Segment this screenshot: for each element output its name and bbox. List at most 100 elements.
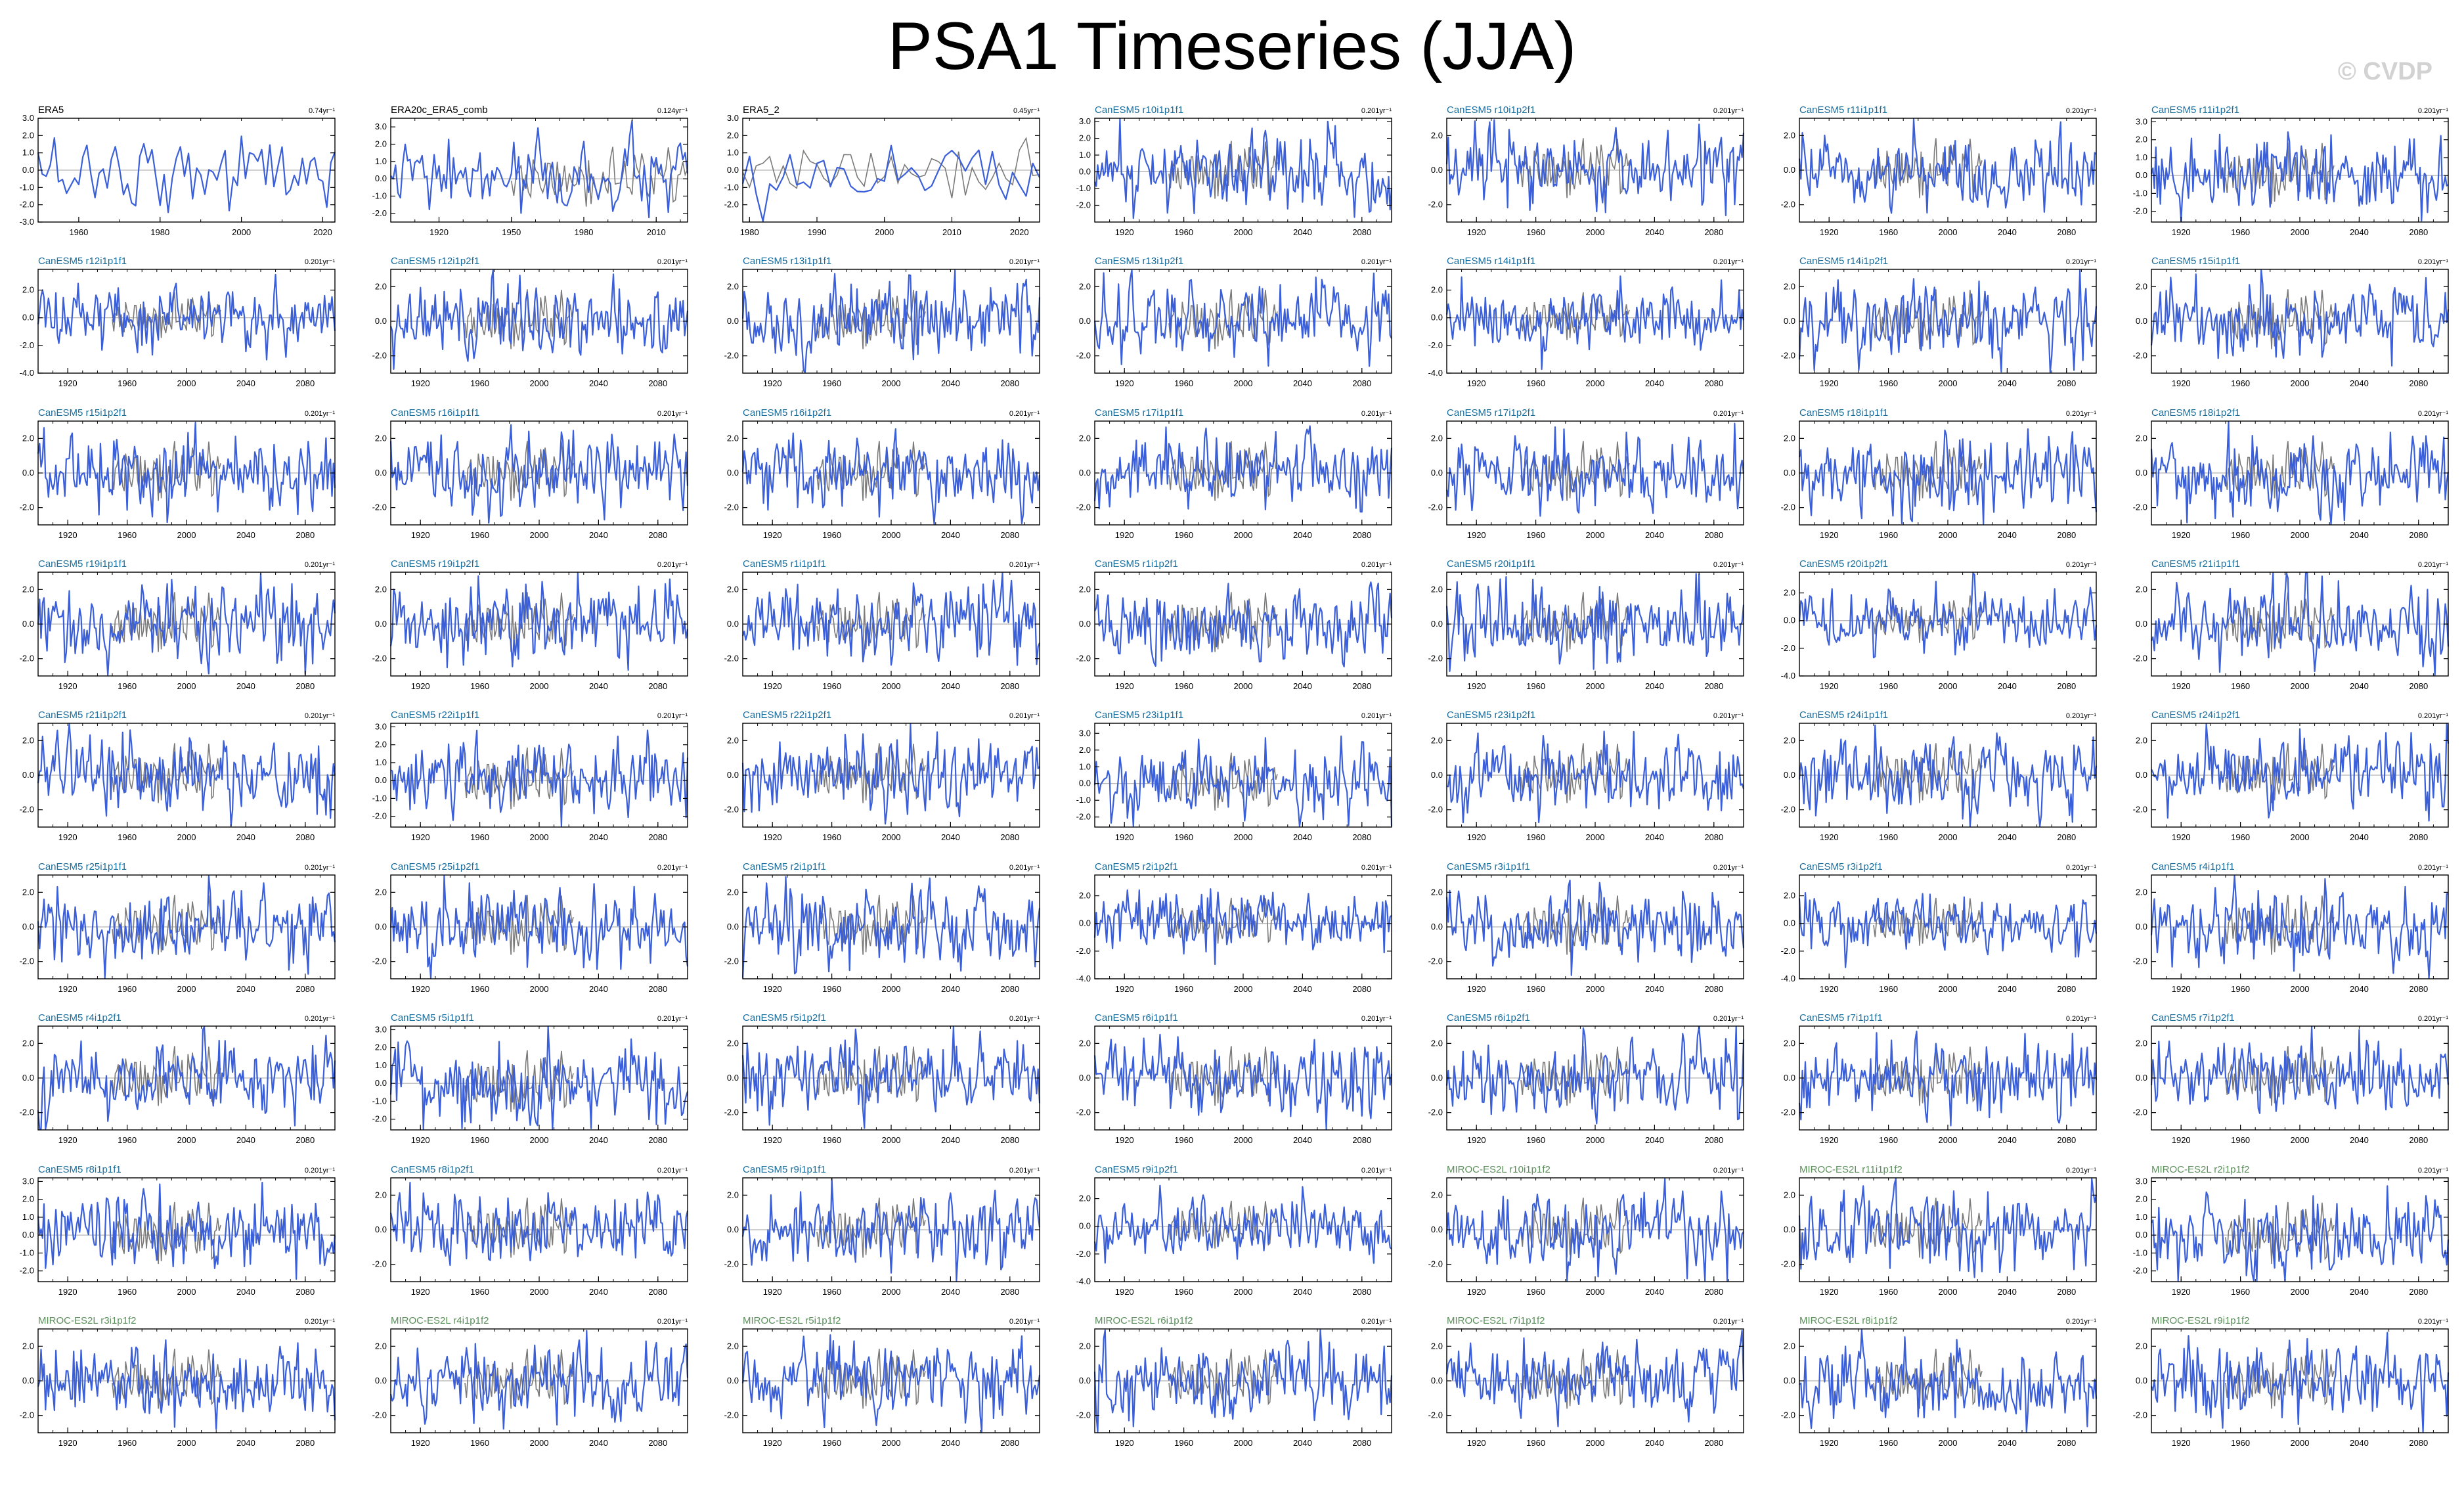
trend-label: 0.201yr⁻¹ <box>1713 107 1744 115</box>
y-tick-label: 2.0 <box>727 433 739 443</box>
panel-title: CanESM5 r6i1p2f1 <box>1447 1012 1530 1023</box>
x-tick-label: 2040 <box>941 984 960 994</box>
series-line <box>741 876 1041 978</box>
series-line <box>37 573 336 676</box>
y-tick-label: 2.0 <box>22 1341 34 1351</box>
x-tick-label: 2000 <box>882 681 901 691</box>
x-tick-label: 2080 <box>296 530 315 540</box>
timeseries-chart: CanESM5 r20i1p1f1 0.201yr⁻¹ 2.0 0.0 -2.0 1920… <box>1428 558 1745 691</box>
panel-title: CanESM5 r25i1p2f1 <box>391 861 479 872</box>
trend-label: 0.74yr⁻¹ <box>309 107 335 115</box>
timeseries-panel: CanESM5 r12i1p2f1 0.201yr⁻¹ 2.0 0.0 -2.0 1920… <box>353 252 697 393</box>
x-tick-label: 1960 <box>822 378 841 388</box>
x-tick-label: 2080 <box>1352 1135 1371 1145</box>
x-tick-label: 2040 <box>1645 1438 1664 1448</box>
timeseries-chart: CanESM5 r22i1p2f1 0.201yr⁻¹ 2.0 0.0 -2.0 1920… <box>724 709 1040 842</box>
y-tick-label: -1.0 <box>20 1247 34 1257</box>
y-tick-label: -2.0 <box>20 1266 34 1276</box>
x-tick-label: 1960 <box>1174 681 1193 691</box>
timeseries-chart: CanESM5 r6i1p1f1 0.201yr⁻¹ 2.0 0.0 -2.0 1920 1… <box>1076 1012 1393 1145</box>
y-tick-label: -2.0 <box>2133 1266 2147 1276</box>
timeseries-chart: CanESM5 r1i1p2f1 0.201yr⁻¹ 2.0 0.0 -2.0 1920 1… <box>1076 558 1393 691</box>
series-line <box>1798 891 2098 968</box>
series-line <box>389 424 689 524</box>
panel-title: CanESM5 r21i1p2f1 <box>38 709 127 721</box>
y-tick-label: 1.0 <box>1079 150 1091 160</box>
trend-label: 0.201yr⁻¹ <box>2418 712 2448 720</box>
x-tick-label: 2000 <box>882 984 901 994</box>
y-tick-label: 0.0 <box>375 468 387 478</box>
y-tick-label: 3.0 <box>2136 1176 2147 1186</box>
x-tick-label: 1980 <box>740 227 759 237</box>
x-tick-label: 2000 <box>882 530 901 540</box>
y-tick-label: -2.0 <box>1076 503 1091 512</box>
y-tick-label: -2.0 <box>724 503 739 512</box>
panel-title: CanESM5 r22i1p2f1 <box>743 709 831 721</box>
x-tick-label: 2080 <box>2057 681 2076 691</box>
x-tick-label: 1920 <box>1467 378 1486 388</box>
x-tick-label: 1920 <box>763 1135 782 1145</box>
timeseries-chart: CanESM5 r2i1p2f1 0.201yr⁻¹ 2.0 0.0 -2.0 -4.0 1… <box>1076 861 1392 994</box>
timeseries-panel: CanESM5 r8i1p2f1 0.201yr⁻¹ 2.0 0.0 -2.0 1920 1… <box>353 1161 697 1301</box>
y-tick-label: 2.0 <box>1784 281 1795 291</box>
x-tick-label: 2040 <box>236 681 255 691</box>
y-tick-label: 0.0 <box>1079 1376 1091 1385</box>
trend-label: 0.201yr⁻¹ <box>2418 1318 2448 1326</box>
x-tick-label: 2040 <box>1645 681 1664 691</box>
y-tick-label: 2.0 <box>375 740 387 750</box>
trend-label: 0.201yr⁻¹ <box>1009 1015 1040 1023</box>
observed-reference-line <box>1873 1349 1983 1409</box>
y-tick-label: -2.0 <box>2133 654 2147 663</box>
x-tick-label: 2080 <box>296 378 315 388</box>
x-tick-label: 1960 <box>1526 530 1545 540</box>
trend-label: 0.201yr⁻¹ <box>305 712 335 720</box>
trend-label: 0.201yr⁻¹ <box>657 712 688 720</box>
timeseries-chart: CanESM5 r3i1p2f1 0.201yr⁻¹ 2.0 0.0 -2.0 -4.0 1… <box>1781 861 2098 994</box>
x-tick-label: 2040 <box>236 530 255 540</box>
series-line <box>2151 1185 2450 1282</box>
y-tick-label: 2.0 <box>2136 887 2147 897</box>
x-tick-label: 2080 <box>1704 530 1723 540</box>
x-tick-label: 2040 <box>236 378 255 388</box>
x-tick-label: 2040 <box>1293 1438 1312 1448</box>
x-tick-label: 1960 <box>822 1287 841 1297</box>
timeseries-panel: CanESM5 r21i1p2f1 0.201yr⁻¹ 2.0 0.0 -2.0 1920… <box>0 706 344 847</box>
trend-label: 0.201yr⁻¹ <box>2066 712 2096 720</box>
x-tick-label: 1920 <box>763 378 782 388</box>
y-tick-label: 3.0 <box>375 1024 387 1034</box>
x-tick-label: 1960 <box>118 832 137 842</box>
y-tick-label: 2.0 <box>375 1043 387 1052</box>
y-tick-label: -2.0 <box>372 351 387 361</box>
x-tick-label: 2080 <box>1000 832 1019 842</box>
observed-reference-line <box>2225 142 2335 205</box>
y-tick-label: 0.0 <box>727 619 739 629</box>
timeseries-panel: CanESM5 r7i1p1f1 0.201yr⁻¹ 2.0 0.0 -2.0 1920 1… <box>1761 1009 2105 1150</box>
y-tick-label: 2.0 <box>22 1038 34 1048</box>
page-title: PSA1 Timeseries (JJA) <box>887 9 1577 83</box>
y-tick-label: -2.0 <box>724 805 739 815</box>
y-tick-label: 2.0 <box>1079 1341 1091 1351</box>
series-line <box>741 723 1040 825</box>
x-tick-label: 1960 <box>118 984 137 994</box>
series-line <box>2150 131 2449 222</box>
trend-label: 0.201yr⁻¹ <box>2418 1167 2448 1175</box>
timeseries-chart: CanESM5 r11i1p1f1 0.201yr⁻¹ 2.0 0.0 -2.0 1920… <box>1781 104 2097 237</box>
trend-label: 0.201yr⁻¹ <box>1361 410 1392 418</box>
panel-title: CanESM5 r10i1p1f1 <box>1095 104 1183 116</box>
y-tick-label: -1.0 <box>372 793 387 803</box>
cvdp-watermark: © CVDP <box>2337 58 2432 85</box>
y-tick-label: 2.0 <box>1079 745 1091 755</box>
timeseries-panel: CanESM5 r15i1p1f1 0.201yr⁻¹ 2.0 0.0 -2.0 1920… <box>2113 252 2457 393</box>
timeseries-chart: CanESM5 r18i1p2f1 0.201yr⁻¹ 2.0 0.0 -2.0 1920… <box>2133 407 2450 540</box>
x-tick-label: 1920 <box>429 227 449 237</box>
x-tick-label: 1920 <box>58 832 77 842</box>
x-tick-label: 1920 <box>763 681 782 691</box>
x-tick-label: 1960 <box>470 832 489 842</box>
x-tick-label: 1960 <box>1174 1438 1193 1448</box>
trend-label: 0.201yr⁻¹ <box>1713 258 1744 266</box>
y-tick-label: 0.0 <box>375 1224 387 1234</box>
x-tick-label: 2040 <box>2350 832 2369 842</box>
series-line <box>1445 422 1745 517</box>
y-tick-label: 2.0 <box>1784 130 1795 140</box>
timeseries-chart: CanESM5 r23i1p2f1 0.201yr⁻¹ 2.0 0.0 -2.0 1920… <box>1428 709 1745 842</box>
